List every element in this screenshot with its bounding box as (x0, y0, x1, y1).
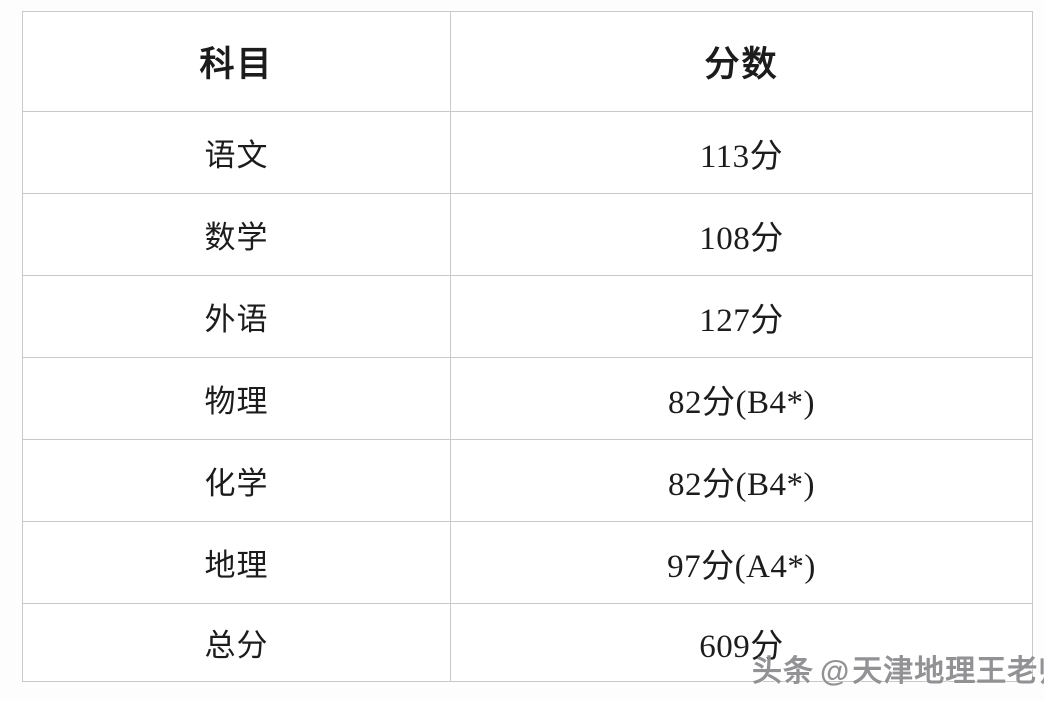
table-row: 地理 97分(A4*) (22, 521, 1033, 604)
cell-score: 82分(B4*) (450, 439, 1033, 522)
cell-subject: 化学 (22, 439, 451, 522)
cell-score: 127分 (450, 275, 1033, 358)
table-row: 物理 82分(B4*) (22, 357, 1033, 440)
table-row: 语文 113分 (22, 111, 1033, 194)
cell-score-total: 609分 (450, 603, 1033, 682)
cell-subject: 语文 (22, 111, 451, 194)
cell-subject: 地理 (22, 521, 451, 604)
cell-score: 108分 (450, 193, 1033, 276)
table-row: 外语 127分 (22, 275, 1033, 358)
table-header-row: 科目 分数 (22, 11, 1033, 112)
column-header-subject: 科目 (22, 11, 451, 112)
cell-score: 82分(B4*) (450, 357, 1033, 440)
table-row: 数学 108分 (22, 193, 1033, 276)
column-header-score: 分数 (450, 11, 1033, 112)
cell-subject-total: 总分 (22, 603, 451, 682)
cell-score: 97分(A4*) (450, 521, 1033, 604)
score-table: 科目 分数 语文 113分 数学 108分 外语 127分 物理 82分(B4*… (22, 11, 1033, 682)
cell-subject: 物理 (22, 357, 451, 440)
table-row: 化学 82分(B4*) (22, 439, 1033, 522)
table-header: 科目 分数 (22, 11, 1033, 112)
table-body: 语文 113分 数学 108分 外语 127分 物理 82分(B4*) 化学 8… (22, 111, 1033, 682)
cell-subject: 外语 (22, 275, 451, 358)
cell-subject: 数学 (22, 193, 451, 276)
cell-score: 113分 (450, 111, 1033, 194)
table-row-total: 总分 609分 (22, 603, 1033, 682)
